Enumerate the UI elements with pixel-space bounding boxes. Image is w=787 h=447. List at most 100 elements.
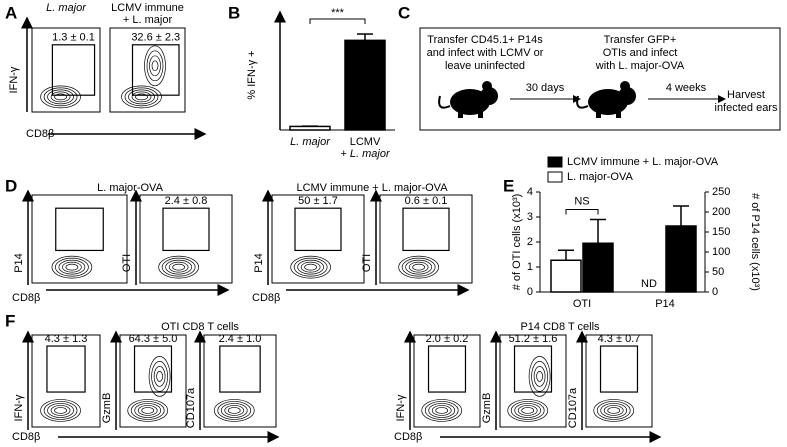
contour [135, 93, 148, 101]
contour [146, 50, 164, 82]
y2-tick-label: 200 [712, 206, 730, 218]
axis-label: % IFN-γ + [246, 50, 258, 99]
contour [600, 403, 628, 418]
contour [50, 405, 71, 416]
contour [151, 60, 159, 72]
contour [121, 85, 162, 109]
gate-value: 0.6 ± 0.1 [405, 195, 448, 207]
panel-title: P14 CD8 T cells [520, 321, 600, 333]
interval-text: 4 weeks [666, 82, 707, 94]
y2-tick-label: 250 [712, 186, 730, 198]
gate [162, 207, 210, 252]
gate [427, 345, 467, 393]
legend-swatch [547, 156, 563, 168]
step-text: and infect with LCMV or [427, 47, 544, 59]
contour [297, 259, 324, 275]
step-text: Harvest [727, 89, 765, 101]
gate [55, 207, 104, 252]
contour [158, 255, 199, 279]
contour [153, 366, 166, 387]
gate-value: 4.3 ± 1.3 [45, 333, 88, 345]
plot-title: + L. major [123, 14, 173, 26]
mouse-icon [438, 80, 499, 119]
contour [134, 403, 162, 418]
contour [401, 257, 436, 277]
plot-frame [31, 194, 128, 284]
contour [536, 371, 543, 382]
bar [665, 225, 697, 293]
x-tick-label: LCMV [350, 136, 381, 148]
contour [531, 361, 548, 392]
axis-label: OTI [121, 254, 133, 272]
y2-tick-label: 100 [712, 246, 730, 258]
contour [172, 263, 185, 271]
contour [514, 403, 542, 418]
y-tick-label: 0 [527, 286, 533, 298]
y-tick-label: 3 [527, 211, 533, 223]
step-text: leave uninfected [445, 60, 525, 72]
contour [165, 259, 192, 275]
contour [224, 405, 245, 416]
contour [137, 405, 158, 416]
y2-tick-label: 50 [712, 266, 724, 278]
contour [408, 261, 429, 273]
contour [521, 407, 535, 414]
gate [599, 345, 639, 393]
missing-label: ND [641, 278, 657, 290]
contour [435, 407, 449, 414]
step-text: infected ears [715, 102, 778, 114]
bar [550, 259, 582, 293]
step-text: OTIs and infect [603, 47, 678, 59]
contour [156, 371, 163, 382]
axis-label: CD8β [12, 292, 40, 304]
significance: NS [574, 195, 589, 207]
bar [289, 125, 331, 131]
significance: *** [331, 7, 345, 19]
plot-frame [109, 27, 186, 113]
panel-label: E [503, 176, 514, 195]
x-tick-label: + L. major [340, 148, 391, 160]
contour [127, 399, 169, 422]
axis-label: IFN-γ [13, 394, 25, 421]
plot-frame [413, 334, 481, 428]
contour [131, 91, 152, 103]
contour [65, 263, 79, 271]
contour [144, 45, 166, 87]
axis-label: IFN-γ [8, 66, 20, 93]
contour [424, 401, 459, 420]
plot-frame [585, 334, 653, 428]
panel-label: B [228, 3, 240, 22]
gate-value: 51.2 ± 1.6 [509, 333, 558, 345]
y-tick-label: 4 [527, 186, 533, 198]
contour [517, 405, 538, 416]
contour [58, 259, 86, 275]
contour [54, 407, 67, 414]
contour [421, 399, 463, 422]
axis-label: P14 [253, 253, 265, 273]
contour [304, 263, 317, 271]
axis-label: # of P14 cells (x10³) [749, 193, 761, 291]
contour [51, 255, 93, 279]
gate [51, 44, 96, 96]
contour [405, 259, 432, 275]
gate-value: 4.3 ± 0.7 [598, 333, 641, 345]
axis-label: CD8β [12, 431, 40, 443]
axis-label: CD107a [185, 387, 197, 428]
gate [294, 207, 342, 252]
gate [513, 345, 553, 393]
gate [133, 345, 173, 393]
axis-label: GzmB [101, 393, 113, 424]
contour [149, 55, 161, 77]
plot-frame [139, 194, 233, 284]
legend-label: L. major-OVA [567, 171, 633, 183]
step-text: Transfer CD45.1+ P14s [427, 34, 543, 46]
contour [528, 356, 551, 397]
plot-title: L. major [46, 2, 87, 14]
y-tick-label: 2 [527, 236, 533, 248]
plot-frame [499, 334, 567, 428]
contour [220, 403, 248, 418]
contour [141, 407, 155, 414]
contour [47, 403, 74, 418]
contour [50, 91, 71, 103]
